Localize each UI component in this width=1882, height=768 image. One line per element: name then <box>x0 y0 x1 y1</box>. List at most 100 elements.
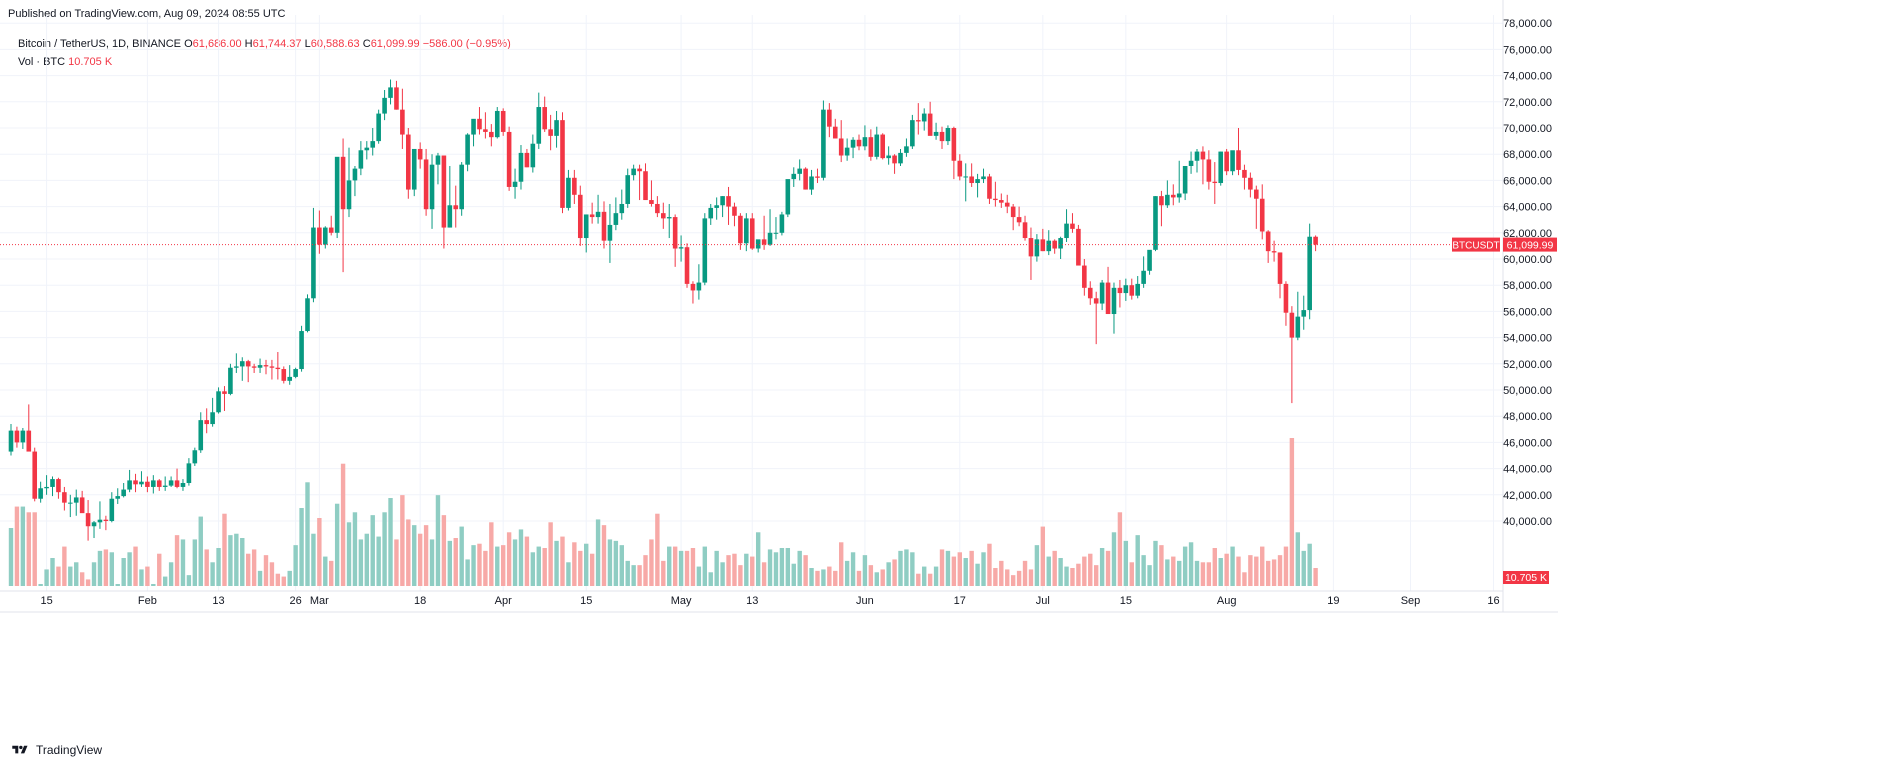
candle <box>251 363 257 373</box>
volume-bar <box>750 556 755 586</box>
candle-body <box>79 497 85 514</box>
candle-body <box>1016 217 1022 223</box>
candle <box>489 124 494 147</box>
candle <box>388 79 393 105</box>
candle <box>38 481 43 503</box>
candle <box>447 165 453 228</box>
candle <box>400 88 405 149</box>
candle <box>8 424 14 456</box>
candle-body <box>1188 160 1194 166</box>
price-axis[interactable]: 40,000.00 42,000.00 44,000.00 46,000.00 48,0… <box>1452 18 1557 584</box>
y-tick-label: 56,000.00 <box>1503 306 1552 318</box>
low-label: L <box>304 38 311 50</box>
candle-body <box>696 282 702 291</box>
volume-bar <box>963 558 968 586</box>
y-tick-label: 70,000.00 <box>1503 123 1552 135</box>
candle-body <box>1147 249 1152 271</box>
volume-bar <box>198 516 203 586</box>
candle <box>234 353 239 373</box>
volume-bar <box>785 548 791 586</box>
candle-body <box>655 203 660 214</box>
candle-body <box>886 155 891 159</box>
candle-body <box>228 367 233 394</box>
x-tick-label: 19 <box>1327 595 1339 607</box>
candle <box>139 471 144 487</box>
candle <box>649 180 654 207</box>
volume-bar <box>1070 568 1075 586</box>
volume-bar <box>133 546 138 586</box>
candle-body <box>1194 151 1200 161</box>
candle <box>1176 160 1182 203</box>
candle-body <box>453 205 459 210</box>
y-tick-label: 52,000.00 <box>1503 359 1552 371</box>
candle-body <box>1259 198 1265 232</box>
candle-body <box>815 176 820 178</box>
volume-bar <box>388 498 393 586</box>
volume-bar <box>898 550 903 586</box>
volume-bar <box>121 558 126 586</box>
candle <box>921 108 927 131</box>
candle <box>732 202 737 227</box>
y-tick-label: 44,000.00 <box>1503 464 1552 476</box>
volume-bar <box>263 555 269 586</box>
candle-body <box>850 139 856 148</box>
candle <box>1076 224 1081 266</box>
candle <box>1093 291 1099 345</box>
symbol-description[interactable]: Bitcoin / TetherUS, 1D, BINANCE <box>18 38 182 50</box>
candle-body <box>38 488 43 499</box>
candle-body <box>1301 310 1307 317</box>
volume-bar <box>761 562 767 586</box>
time-axis[interactable]: 15 Feb 13 26 Mar 18 Apr 15 May 13 Jun 17 Jul 15 Aug 19 S… <box>40 595 1499 607</box>
candle-body <box>1159 196 1164 206</box>
candle-body <box>210 412 215 425</box>
candle <box>293 367 298 379</box>
candle <box>1004 194 1010 214</box>
candle <box>506 126 512 191</box>
candle-body <box>1200 151 1206 160</box>
candle-body <box>346 180 352 210</box>
tradingview-brand[interactable]: TradingView <box>36 743 103 757</box>
volume-bar <box>1135 535 1140 586</box>
candle-body <box>684 247 690 284</box>
volume-bar <box>465 559 470 586</box>
candle-body <box>1313 236 1318 245</box>
candle <box>969 163 974 187</box>
candle-body <box>483 129 488 132</box>
volume-bar <box>406 519 411 586</box>
candle <box>44 475 49 495</box>
candle <box>702 213 708 286</box>
candle-body <box>305 298 310 332</box>
candle-body <box>1099 282 1105 304</box>
y-tick-label: 42,000.00 <box>1503 490 1552 502</box>
volume-bar <box>1016 570 1022 586</box>
candle <box>1153 196 1158 252</box>
volume-bar <box>1224 553 1229 586</box>
volume-bar <box>595 519 601 586</box>
candle-body <box>1176 193 1182 198</box>
change-value: −586.00 (−0.95%) <box>422 38 511 50</box>
candle <box>1040 228 1046 252</box>
candle-body <box>1082 265 1087 288</box>
volume-bar <box>738 565 743 586</box>
x-tick-label: 17 <box>954 595 966 607</box>
volume-label[interactable]: Vol · BTC <box>18 56 66 68</box>
x-tick-label: Sep <box>1401 595 1421 607</box>
volume-bar <box>1206 562 1212 586</box>
candle-body <box>1283 283 1289 313</box>
candle <box>577 185 583 246</box>
volume-bar <box>856 570 862 586</box>
candle-body <box>85 513 91 527</box>
candle-body <box>447 205 453 228</box>
candle-body <box>981 176 986 180</box>
candle <box>1129 278 1135 300</box>
candle <box>1087 281 1093 305</box>
x-tick-label: 26 <box>290 595 302 607</box>
candle <box>358 141 364 176</box>
volume-bar <box>809 568 814 586</box>
volume-bar <box>951 556 957 586</box>
volume-bar <box>874 572 879 586</box>
candle <box>868 129 874 161</box>
candle <box>981 168 986 184</box>
volume-bar <box>62 546 67 586</box>
